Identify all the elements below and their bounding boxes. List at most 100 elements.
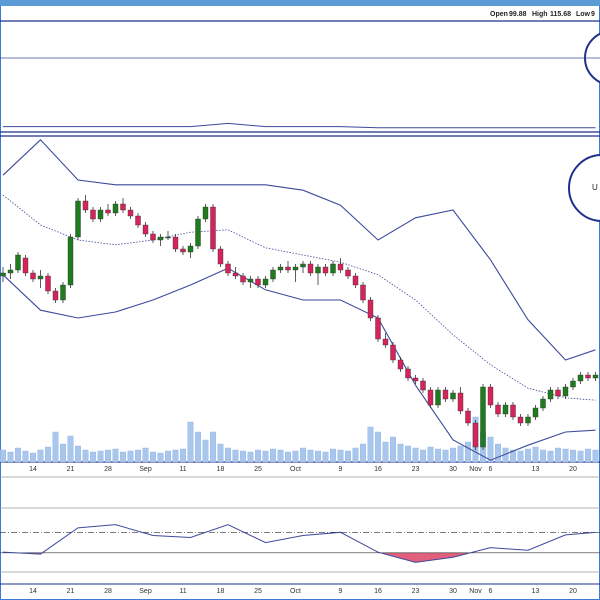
candle-body	[270, 269, 276, 280]
candle-body	[142, 224, 149, 235]
volume-bar	[382, 441, 389, 463]
volume-bar	[337, 449, 344, 463]
candle-body	[172, 236, 179, 250]
x-tick-label: Nov	[469, 588, 482, 595]
volume-bar	[22, 450, 29, 463]
volume-bar	[300, 447, 307, 463]
candle-body	[217, 248, 224, 265]
volume-bar	[330, 448, 337, 463]
candle-body	[225, 263, 231, 274]
x-tick-label: 13	[532, 466, 540, 473]
header-label: Open	[490, 11, 508, 18]
volume-bar	[495, 443, 502, 463]
candle-body	[240, 275, 246, 283]
header-value: 99.88	[509, 11, 527, 18]
x-tick-label: 9	[339, 588, 343, 595]
volume-bar	[0, 449, 6, 463]
candle-body	[105, 209, 111, 214]
volume-bar	[89, 451, 96, 463]
candle-body	[382, 338, 389, 346]
volume-bar	[435, 448, 442, 463]
x-tick-label: 16	[374, 466, 382, 473]
candle-body	[592, 374, 599, 379]
volume-bar	[247, 451, 254, 463]
candle-body	[195, 218, 201, 247]
x-tick-label: 21	[67, 466, 75, 473]
candle-body	[517, 416, 524, 424]
candle-body	[367, 299, 374, 319]
candle-body	[315, 266, 321, 274]
candle-body	[97, 209, 104, 220]
x-tick-label: 18	[217, 588, 225, 595]
indicator-line	[3, 122, 596, 129]
candle-body	[322, 266, 329, 274]
volume-bar	[172, 449, 179, 463]
candle-body	[390, 344, 396, 361]
x-tick-label: 21	[67, 588, 75, 595]
volume-bar	[97, 450, 104, 463]
candle-body	[127, 209, 134, 217]
candle-body	[210, 206, 216, 250]
header-value: 115.68	[550, 11, 571, 18]
volume-bar	[420, 449, 427, 463]
candle-body	[532, 407, 539, 418]
x-tick-label: Nov	[469, 466, 482, 473]
volume-bar	[217, 443, 224, 463]
x-tick-label: 30	[449, 466, 457, 473]
candle-body	[472, 422, 479, 448]
candle-body	[277, 266, 284, 271]
candle-body	[435, 389, 441, 406]
volume-bar	[60, 443, 67, 463]
candle-body	[450, 392, 456, 400]
volume-bar	[14, 447, 21, 463]
volume-bar	[285, 451, 292, 463]
oscillator-fill	[3, 552, 596, 563]
candle-body	[135, 215, 141, 226]
x-tick-label: 13	[532, 588, 540, 595]
volume-bar	[555, 447, 562, 463]
volume-bar	[457, 445, 464, 463]
badge-label: U	[592, 183, 598, 192]
candle-body	[45, 275, 51, 292]
candle-body	[352, 275, 359, 286]
x-tick-label: 6	[489, 466, 493, 473]
volume-bar	[179, 448, 186, 463]
candle-body	[262, 278, 269, 286]
candle-body	[442, 389, 449, 400]
candle-body	[15, 254, 21, 271]
header-label: Low	[576, 11, 591, 18]
volume-bar	[345, 450, 352, 463]
volume-bar	[202, 439, 209, 463]
x-tick-label: 25	[254, 466, 262, 473]
volume-bar	[7, 451, 14, 463]
volume-bar	[157, 452, 164, 463]
volume-bar	[315, 450, 322, 463]
volume-bar	[405, 445, 412, 463]
candle-body	[157, 236, 164, 241]
candle-body	[345, 269, 351, 277]
volume-bar	[367, 426, 374, 463]
volume-bar	[547, 450, 554, 463]
candle-body	[540, 398, 546, 409]
volume-bar	[390, 436, 397, 463]
candle-body	[405, 368, 411, 379]
candle-body	[547, 389, 554, 400]
candle-body	[247, 278, 254, 283]
x-tick-label: 23	[412, 588, 420, 595]
candle-body	[165, 236, 171, 239]
header-label: High	[532, 11, 548, 18]
candle-body	[360, 284, 366, 301]
oscillator-line	[2, 524, 596, 563]
volume-bar	[239, 450, 246, 463]
volume-bar	[352, 447, 359, 463]
volume-bar	[412, 447, 419, 463]
candle-body	[232, 272, 239, 277]
volume-bar	[397, 443, 404, 463]
candle-body	[487, 386, 494, 406]
badge	[568, 154, 600, 222]
volume-bar	[187, 421, 194, 463]
volume-bar	[142, 447, 149, 463]
x-tick-label: 30	[449, 588, 457, 595]
